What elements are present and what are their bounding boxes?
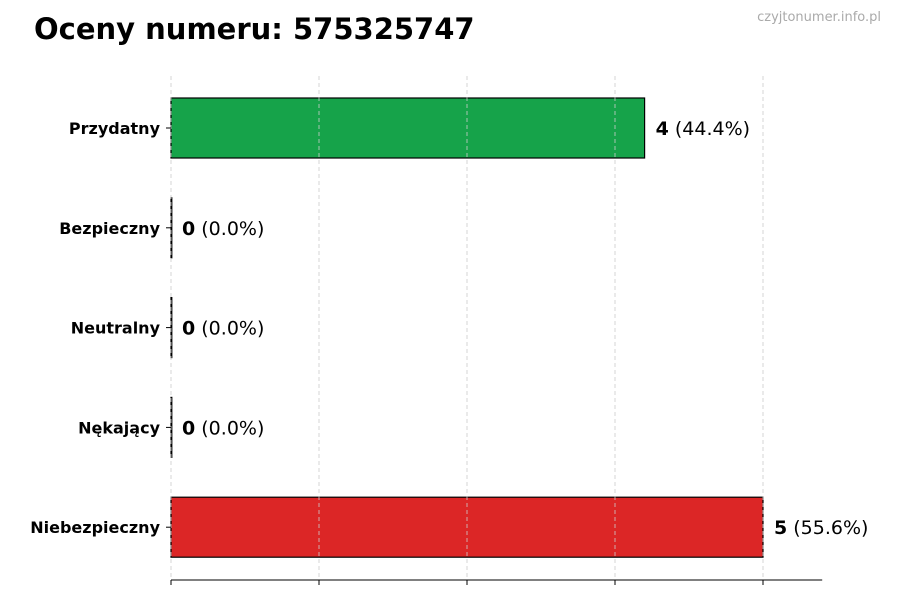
data-label: 5 (55.6%) (774, 517, 868, 539)
data-label-percent: (55.6%) (787, 517, 868, 539)
category-label: Bezpieczny (59, 219, 160, 238)
data-label-percent: (44.4%) (669, 118, 750, 140)
data-label-percent: (0.0%) (195, 218, 264, 240)
watermark: czyjtonumer.info.pl (757, 10, 881, 25)
data-label: 0 (0.0%) (182, 417, 264, 439)
category-label: Nękający (78, 418, 160, 437)
data-label-value: 5 (774, 517, 787, 539)
data-label: 0 (0.0%) (182, 318, 264, 340)
data-label-value: 0 (182, 417, 195, 439)
bar-bezpieczny (170, 197, 173, 259)
chart-title: Oceny numeru: 575325747 (34, 12, 475, 46)
data-label-value: 0 (182, 318, 195, 340)
data-label-percent: (0.0%) (195, 318, 264, 340)
data-label: 4 (44.4%) (656, 118, 750, 140)
category-label: Przydatny (69, 119, 161, 138)
data-label-value: 4 (656, 118, 669, 140)
bar-neutralny (170, 297, 173, 359)
category-label: Neutralny (71, 319, 161, 338)
category-label: Niebezpieczny (30, 518, 160, 537)
bar-przydatny (170, 97, 646, 159)
data-label-value: 0 (182, 218, 195, 240)
data-label-percent: (0.0%) (195, 417, 264, 439)
data-label: 0 (0.0%) (182, 218, 264, 240)
